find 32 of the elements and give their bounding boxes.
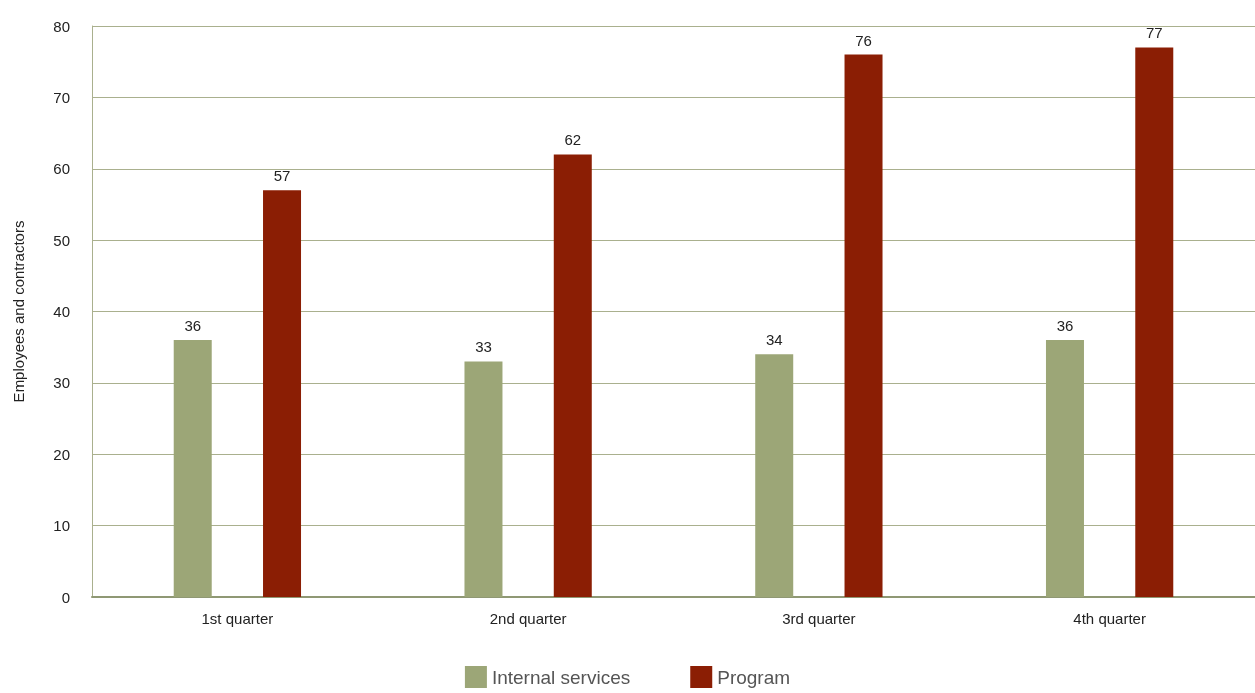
bar	[1045, 340, 1084, 597]
y-axis-title: Employees and contractors	[10, 220, 27, 403]
bar	[263, 190, 302, 597]
y-tick-label: 0	[61, 588, 70, 606]
data-label: 36	[1056, 317, 1074, 335]
y-tick-label: 50	[53, 231, 70, 249]
bar	[844, 54, 883, 597]
data-label: 34	[765, 331, 783, 349]
bar	[1135, 47, 1174, 597]
y-tick-label: 10	[53, 517, 70, 535]
legend-label: Program	[717, 666, 791, 688]
data-label: 62	[564, 131, 582, 149]
bar	[173, 340, 212, 597]
data-label: 57	[273, 167, 291, 185]
y-tick-label: 70	[53, 88, 70, 106]
x-tick-label: 4th quarter	[1073, 610, 1146, 627]
y-tick-label: 20	[53, 445, 70, 463]
x-tick-label: 1st quarter	[201, 610, 274, 627]
y-tick-label: 30	[53, 374, 70, 392]
y-tick-label: 40	[53, 303, 70, 320]
bar	[755, 354, 794, 597]
data-label: 77	[1145, 24, 1163, 42]
data-label: 76	[855, 31, 872, 49]
x-tick-label: 3rd quarter	[782, 610, 856, 627]
y-tick-label: 80	[53, 17, 70, 35]
data-label: 36	[184, 317, 202, 335]
data-label: 33	[475, 338, 492, 356]
bar	[464, 361, 503, 597]
y-tick-label: 60	[53, 160, 70, 178]
x-tick-label: 2nd quarter	[489, 610, 567, 627]
legend-label: Internal services	[491, 666, 631, 688]
bar	[553, 154, 592, 597]
